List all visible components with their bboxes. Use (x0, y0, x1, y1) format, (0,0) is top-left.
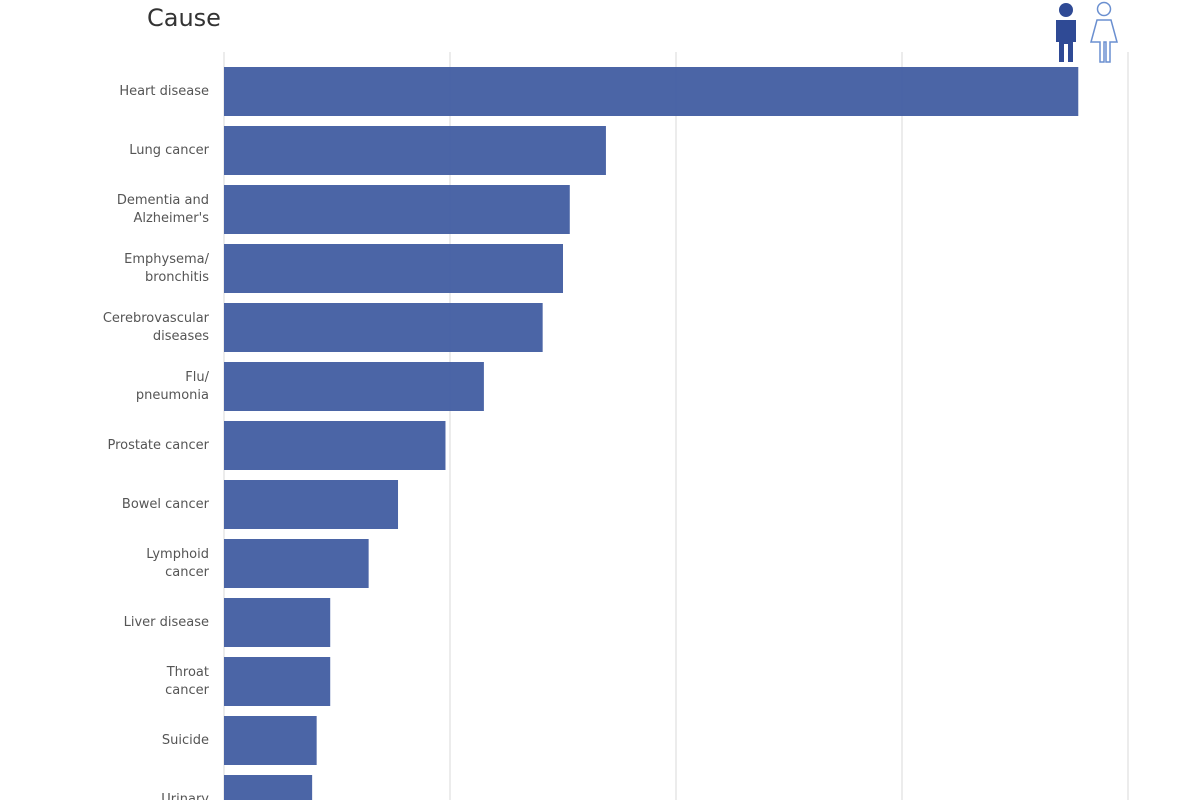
y-tick-label: Liver disease (123, 614, 209, 630)
bar (224, 362, 484, 411)
y-tick-label: Bowel cancer (121, 496, 209, 512)
bar (224, 598, 331, 647)
y-tick-label: Cerebrovascular diseases (102, 310, 209, 344)
male-icon-head (1059, 3, 1073, 17)
bar (224, 480, 399, 529)
bar (224, 539, 369, 588)
bar (224, 775, 313, 800)
y-tick-label: Prostate cancer (107, 437, 209, 453)
bar (224, 126, 606, 175)
bar (224, 303, 543, 352)
y-tick-label: Throat cancer (165, 664, 209, 698)
y-tick-label: Emphysema/ bronchitis (124, 251, 209, 285)
y-tick-label: Flu/ pneumonia (135, 369, 209, 403)
bar (224, 716, 317, 765)
y-tick-label: Suicide (161, 732, 209, 748)
legend-icons (1056, 1, 1118, 63)
bar (224, 244, 563, 293)
bar (224, 421, 446, 470)
chart-title: Cause (147, 4, 221, 32)
female-icon-head (1096, 1, 1112, 17)
y-tick-label: Dementia and Alzheimer's (116, 192, 209, 226)
bar (224, 67, 1079, 116)
bar (224, 185, 570, 234)
y-tick-label: Lymphoid cancer (146, 546, 209, 580)
male-icon-body (1056, 20, 1076, 62)
female-icon-body (1090, 19, 1118, 63)
y-tick-label: Lung cancer (129, 142, 209, 158)
y-tick-label: Heart disease (119, 83, 209, 99)
bar (224, 657, 331, 706)
y-tick-label: Urinary (161, 791, 209, 800)
